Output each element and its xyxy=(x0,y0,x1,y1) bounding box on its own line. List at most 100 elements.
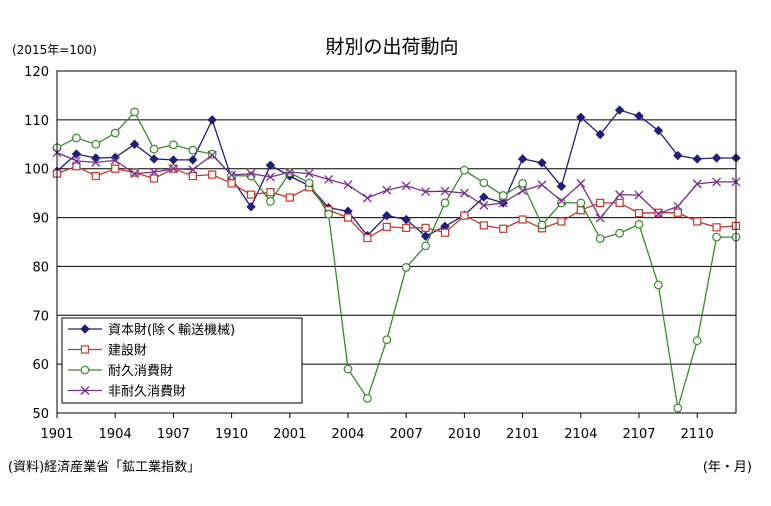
legend-marker xyxy=(80,324,90,334)
data-point xyxy=(71,133,81,143)
data-point xyxy=(595,129,605,140)
data-point xyxy=(130,168,139,177)
legend-label: 耐久消費財 xyxy=(108,364,173,379)
x-tick-label: 2007 xyxy=(390,427,423,442)
legend-item: 建設財 xyxy=(68,343,147,359)
data-point xyxy=(246,169,256,179)
data-point xyxy=(266,197,275,206)
data-point xyxy=(111,164,120,173)
data-point xyxy=(149,167,159,177)
legend-label: 建設財 xyxy=(108,343,147,359)
data-point xyxy=(420,231,431,241)
data-point xyxy=(363,233,372,243)
data-point xyxy=(168,164,178,174)
y-tick-label: 110 xyxy=(24,114,49,129)
series-line xyxy=(56,152,736,220)
legend-marker xyxy=(80,345,90,354)
data-point xyxy=(149,144,159,154)
y-tick-label: 70 xyxy=(32,309,49,324)
data-point xyxy=(692,154,702,164)
data-point xyxy=(712,232,721,242)
data-point xyxy=(130,169,140,179)
data-point xyxy=(324,209,334,219)
data-point xyxy=(402,223,411,232)
data-point xyxy=(246,190,256,199)
data-point xyxy=(91,153,101,163)
data-point xyxy=(168,155,179,165)
data-point xyxy=(634,190,644,200)
data-point xyxy=(363,393,372,403)
x-tick-label: 1907 xyxy=(157,427,190,442)
data-point xyxy=(188,145,198,155)
data-point xyxy=(72,162,81,171)
data-point xyxy=(634,220,644,229)
data-point xyxy=(168,140,178,150)
data-point xyxy=(595,234,605,243)
data-point xyxy=(615,198,624,208)
data-point xyxy=(518,215,527,224)
data-point xyxy=(266,188,275,197)
chart-title: 財別の出荷動向 xyxy=(325,36,458,58)
data-point xyxy=(382,222,391,231)
data-point xyxy=(673,150,683,161)
x-tick-label: 2004 xyxy=(331,427,364,442)
data-point xyxy=(654,280,663,290)
y-tick-label: 100 xyxy=(24,163,49,178)
data-point xyxy=(91,171,100,181)
source-note: (資料)経済産業省「鉱工業指数」 xyxy=(8,459,200,475)
data-point xyxy=(130,107,140,117)
data-point xyxy=(615,228,624,238)
data-point xyxy=(362,193,372,203)
data-point xyxy=(285,193,294,202)
data-point xyxy=(537,220,547,230)
data-point xyxy=(653,125,664,136)
data-point xyxy=(614,105,625,115)
x-tick-label: 2010 xyxy=(448,427,481,442)
data-point xyxy=(673,208,682,217)
data-point xyxy=(673,403,683,413)
data-point xyxy=(518,178,527,188)
data-point xyxy=(421,241,431,251)
series-3 xyxy=(52,107,741,413)
data-point xyxy=(440,228,450,237)
data-point xyxy=(557,198,566,208)
data-point xyxy=(556,181,567,192)
data-point xyxy=(207,150,217,160)
data-point xyxy=(91,139,101,149)
y-tick-label: 90 xyxy=(32,212,49,227)
data-point xyxy=(499,224,508,233)
data-point xyxy=(246,202,256,212)
data-point xyxy=(693,217,702,226)
data-point xyxy=(129,139,140,149)
data-point xyxy=(382,335,392,345)
data-point xyxy=(479,178,489,188)
data-point xyxy=(382,210,392,221)
series-1 xyxy=(52,105,741,241)
x-tick-label: 2104 xyxy=(564,427,597,442)
data-point xyxy=(440,186,450,196)
data-point xyxy=(227,170,237,180)
data-point xyxy=(207,115,217,125)
legend-marker xyxy=(80,386,90,395)
legend-item: 資本財(除く輸送機械) xyxy=(68,323,235,338)
data-point xyxy=(595,213,605,223)
x-tick-label: 2101 xyxy=(506,427,539,442)
data-point xyxy=(91,157,101,167)
data-point xyxy=(459,188,469,198)
data-point xyxy=(498,198,508,208)
y-tick-label: 80 xyxy=(32,260,49,275)
y-tick-label: 60 xyxy=(32,358,49,373)
data-point xyxy=(712,177,722,187)
data-point xyxy=(557,217,566,226)
data-point xyxy=(653,209,663,219)
data-point xyxy=(479,221,488,230)
data-point xyxy=(673,201,683,211)
data-point xyxy=(188,165,198,175)
legend-label: 資本財(除く輸送機械) xyxy=(108,323,235,338)
data-point xyxy=(71,156,81,166)
data-point xyxy=(382,185,392,195)
data-point xyxy=(421,223,430,232)
data-point xyxy=(537,180,547,190)
